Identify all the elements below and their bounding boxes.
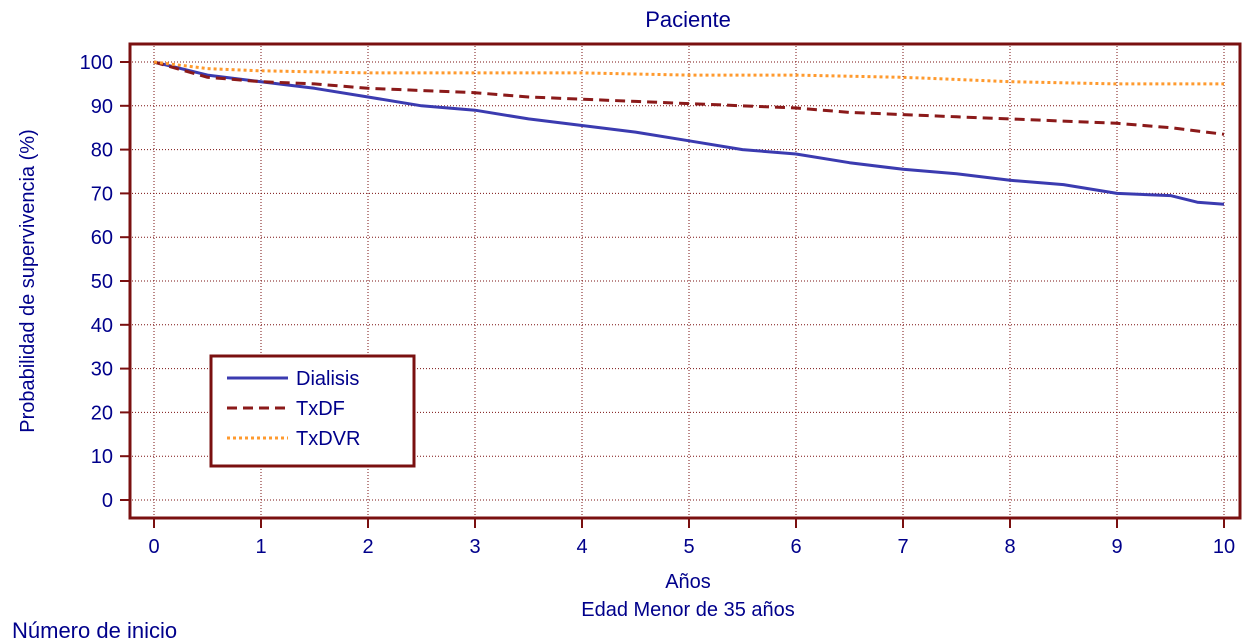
y-axis-label: Probabilidad de supervivencia (%) <box>17 129 39 433</box>
series-lines <box>153 60 1225 206</box>
x-tick-label-3: 3 <box>469 536 480 558</box>
x-axis-label: Años <box>665 571 711 593</box>
x-tick-label-10: 10 <box>1213 536 1235 558</box>
series-line-txdvr <box>153 60 1224 86</box>
x-tick-label-6: 6 <box>790 536 801 558</box>
x-tick-label-0: 0 <box>148 536 159 558</box>
x-tick-label-2: 2 <box>362 536 373 558</box>
x-tick-label-8: 8 <box>1004 536 1015 558</box>
footer-cut-text: Número de inicio <box>12 618 178 643</box>
y-tick-label-30: 30 <box>91 359 113 381</box>
x-tick-label-4: 4 <box>576 536 587 558</box>
legend-label-dialisis: Dialisis <box>296 368 359 390</box>
y-tick-label-60: 60 <box>91 227 113 249</box>
legend-label-txdf: TxDF <box>296 398 345 420</box>
series-line-dialisis <box>153 60 1225 206</box>
legend-box <box>209 354 416 468</box>
x-tick-label-1: 1 <box>255 536 266 558</box>
y-tick-label-90: 90 <box>91 96 113 118</box>
grid <box>132 46 1238 516</box>
chart-title: Paciente <box>645 7 731 32</box>
x-tick-label-5: 5 <box>683 536 694 558</box>
survival-chart: Paciente 0 1 2 3 4 5 6 7 8 9 100102030405060708090… <box>17 7 1242 621</box>
legend-label-txdvr: TxDVR <box>296 428 360 450</box>
y-tick-label-100: 100 <box>80 52 113 74</box>
y-tick-label-10: 10 <box>91 446 113 468</box>
y-tick-label-20: 20 <box>91 402 113 424</box>
legend: Dialisis TxDF TxDVR <box>209 354 416 468</box>
chart-subtitle: Edad Menor de 35 años <box>581 599 795 621</box>
y-tick-label-70: 70 <box>91 183 113 205</box>
series-line-txdf <box>153 60 1225 136</box>
x-tick-label-7: 7 <box>897 536 908 558</box>
y-tick-label-50: 50 <box>91 271 113 293</box>
y-tick-label-0: 0 <box>102 490 113 512</box>
x-tick-label-9: 9 <box>1111 536 1122 558</box>
y-tick-label-40: 40 <box>91 315 113 337</box>
y-tick-label-80: 80 <box>91 140 113 162</box>
